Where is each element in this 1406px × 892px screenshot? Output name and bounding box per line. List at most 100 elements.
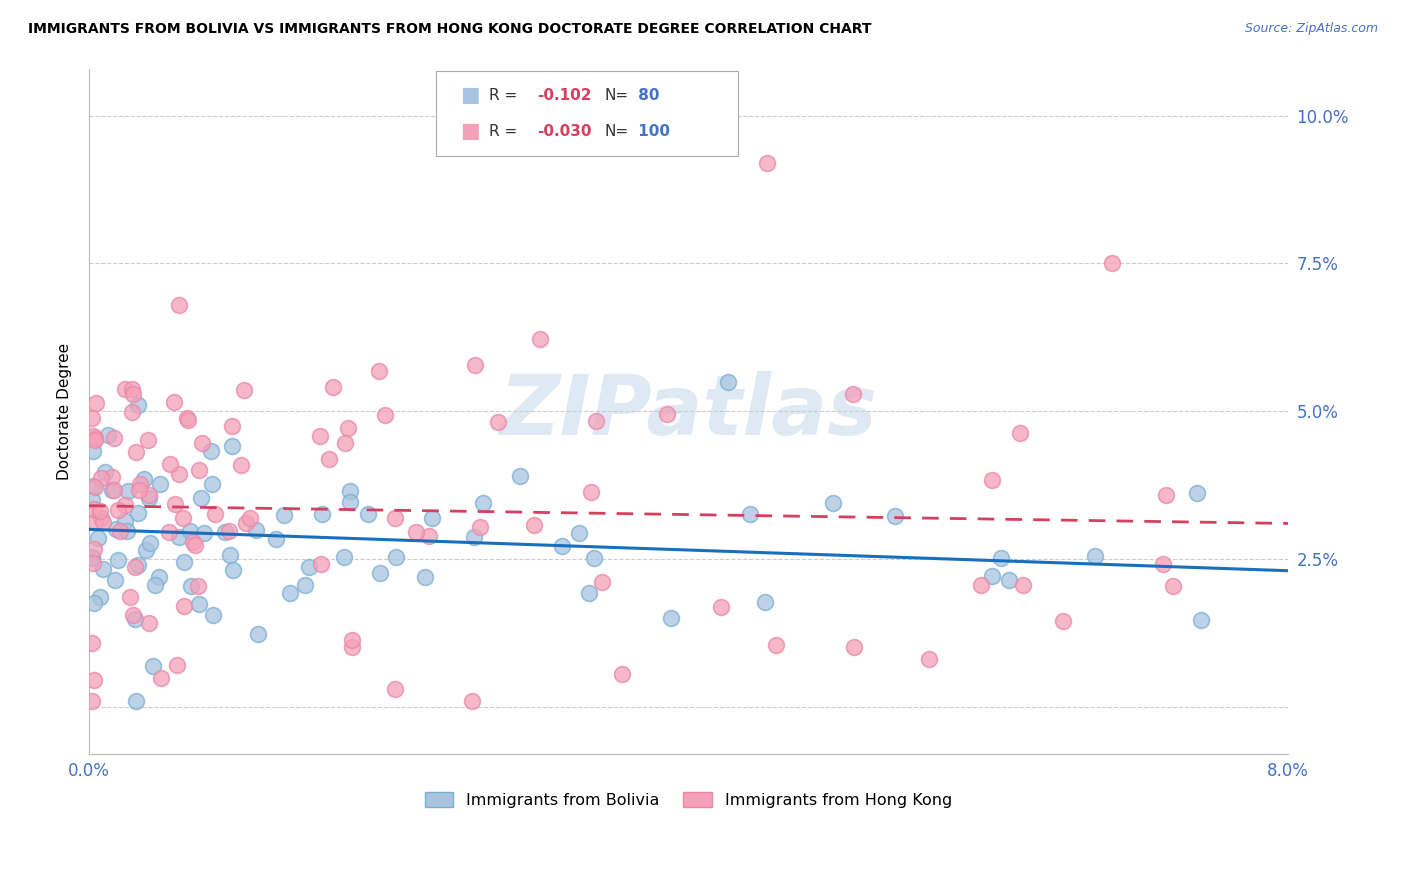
Point <box>89 503 111 517</box>
Point <box>340 640 363 654</box>
Text: 100: 100 <box>633 124 669 138</box>
Point <box>159 458 181 472</box>
Point <box>163 498 186 512</box>
Point <box>322 380 344 394</box>
Point <box>115 524 138 539</box>
Point <box>83 673 105 687</box>
Point <box>990 550 1012 565</box>
Y-axis label: Doctorate Degree: Doctorate Degree <box>58 343 72 480</box>
Point <box>103 483 125 497</box>
Point <box>148 570 170 584</box>
Point <box>150 671 173 685</box>
Point <box>169 531 191 545</box>
Text: ■: ■ <box>460 121 479 141</box>
Point <box>980 473 1002 487</box>
Text: 80: 80 <box>633 88 659 103</box>
Text: -0.030: -0.030 <box>537 124 592 138</box>
Point <box>82 443 104 458</box>
Point <box>179 524 201 538</box>
Point <box>101 470 124 484</box>
Point <box>82 479 104 493</box>
Point <box>523 518 546 533</box>
Point <box>384 511 406 525</box>
Point <box>339 483 361 498</box>
Point <box>90 470 112 484</box>
Point <box>229 458 252 473</box>
Point <box>823 496 845 510</box>
Point <box>384 550 406 565</box>
Point <box>278 586 301 600</box>
Point <box>585 415 607 429</box>
Point <box>1189 613 1212 627</box>
Point <box>125 444 148 458</box>
Point <box>173 555 195 569</box>
Point <box>191 435 214 450</box>
Point <box>89 590 111 604</box>
Point <box>239 511 262 525</box>
Point <box>173 599 195 613</box>
Point <box>127 398 149 412</box>
Point <box>221 439 243 453</box>
Text: Source: ZipAtlas.com: Source: ZipAtlas.com <box>1244 22 1378 36</box>
Point <box>551 540 574 554</box>
Point <box>221 419 243 434</box>
Text: ZIPatlas: ZIPatlas <box>499 371 877 451</box>
Point <box>998 573 1021 587</box>
Point <box>180 579 202 593</box>
Point <box>1154 488 1177 502</box>
Point <box>405 524 427 539</box>
Point <box>94 465 117 479</box>
Text: ■: ■ <box>460 86 479 105</box>
Point <box>368 363 391 377</box>
Point <box>127 558 149 573</box>
Point <box>132 472 155 486</box>
Point <box>157 524 180 539</box>
Point <box>970 578 993 592</box>
Point <box>219 548 242 562</box>
Text: R =: R = <box>489 124 517 138</box>
Point <box>80 549 103 564</box>
Point <box>84 431 107 445</box>
Point <box>97 427 120 442</box>
Point <box>1008 426 1031 441</box>
Point <box>80 411 103 425</box>
Point <box>84 515 107 529</box>
Point <box>142 658 165 673</box>
Point <box>149 477 172 491</box>
Point <box>294 578 316 592</box>
Point <box>247 627 270 641</box>
Point <box>233 383 256 397</box>
Point <box>84 433 107 447</box>
Point <box>143 578 166 592</box>
Point <box>214 524 236 539</box>
Point <box>93 516 115 530</box>
Point <box>129 477 152 491</box>
Point <box>1052 614 1074 628</box>
Point <box>578 585 600 599</box>
Point <box>842 387 865 401</box>
Point <box>80 694 103 708</box>
Point <box>529 332 551 346</box>
Point <box>471 496 494 510</box>
Point <box>190 491 212 505</box>
Point <box>710 599 733 614</box>
Text: IMMIGRANTS FROM BOLIVIA VS IMMIGRANTS FROM HONG KONG DOCTORATE DEGREE CORRELATIO: IMMIGRANTS FROM BOLIVIA VS IMMIGRANTS FR… <box>28 22 872 37</box>
Point <box>104 573 127 587</box>
Point <box>200 444 222 458</box>
Point <box>308 429 330 443</box>
Point <box>138 615 160 630</box>
Point <box>222 563 245 577</box>
Point <box>340 633 363 648</box>
Point <box>135 543 157 558</box>
Point <box>114 498 136 512</box>
Point <box>80 636 103 650</box>
Point <box>105 522 128 536</box>
Point <box>90 511 112 525</box>
Point <box>273 508 295 522</box>
Point <box>120 590 142 604</box>
Point <box>309 557 332 571</box>
Point <box>1161 579 1184 593</box>
Point <box>333 550 356 565</box>
Point <box>318 452 340 467</box>
Point <box>187 463 209 477</box>
